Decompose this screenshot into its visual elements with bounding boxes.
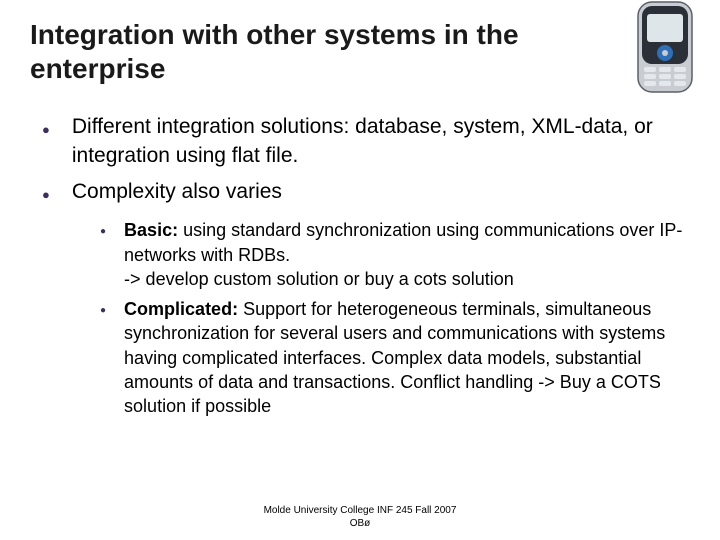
footer-line2: OBø xyxy=(0,518,720,531)
bullet-text: Different integration solutions: databas… xyxy=(72,113,690,170)
phone-key xyxy=(659,74,671,79)
phone-key xyxy=(674,81,686,86)
phone-key xyxy=(659,81,671,86)
bullet-level1: ● Different integration solutions: datab… xyxy=(42,113,690,170)
bullet-level2: ● Basic: using standard synchronization … xyxy=(100,218,690,291)
sub-bullet-body: using standard synchronization using com… xyxy=(124,220,682,264)
bullet-text: Basic: using standard synchronization us… xyxy=(124,218,690,291)
phone-key xyxy=(674,67,686,72)
sub-bullet-label: Complicated: xyxy=(124,299,238,319)
phone-screen xyxy=(647,14,683,42)
bullet-dot-icon: ● xyxy=(42,121,50,139)
bullet-level2: ● Complicated: Support for heterogeneous… xyxy=(100,297,690,418)
phone-key xyxy=(659,67,671,72)
sub-bullet-label: Basic: xyxy=(124,220,178,240)
phone-key xyxy=(644,74,656,79)
phone-key xyxy=(644,81,656,86)
footer-line1: Molde University College INF 245 Fall 20… xyxy=(0,505,720,518)
sub-bullet-arrow: -> develop custom solution or buy a cots… xyxy=(124,269,514,289)
bullet-text: Complexity also varies xyxy=(72,178,282,206)
bullet-dot-icon: ● xyxy=(100,304,106,318)
bullet-level1: ● Complexity also varies xyxy=(42,178,690,206)
phone-image xyxy=(626,0,704,95)
slide-footer: Molde University College INF 245 Fall 20… xyxy=(0,505,720,530)
slide-title: Integration with other systems in the en… xyxy=(30,18,690,85)
slide-container: Integration with other systems in the en… xyxy=(0,0,720,540)
phone-key xyxy=(644,67,656,72)
content-area: ● Different integration solutions: datab… xyxy=(30,113,690,418)
sub-bullets: ● Basic: using standard synchronization … xyxy=(100,218,690,418)
bullet-text: Complicated: Support for heterogeneous t… xyxy=(124,297,690,418)
phone-nav-center xyxy=(662,50,668,56)
phone-key xyxy=(674,74,686,79)
bullet-dot-icon: ● xyxy=(42,186,50,204)
bullet-dot-icon: ● xyxy=(100,225,106,239)
